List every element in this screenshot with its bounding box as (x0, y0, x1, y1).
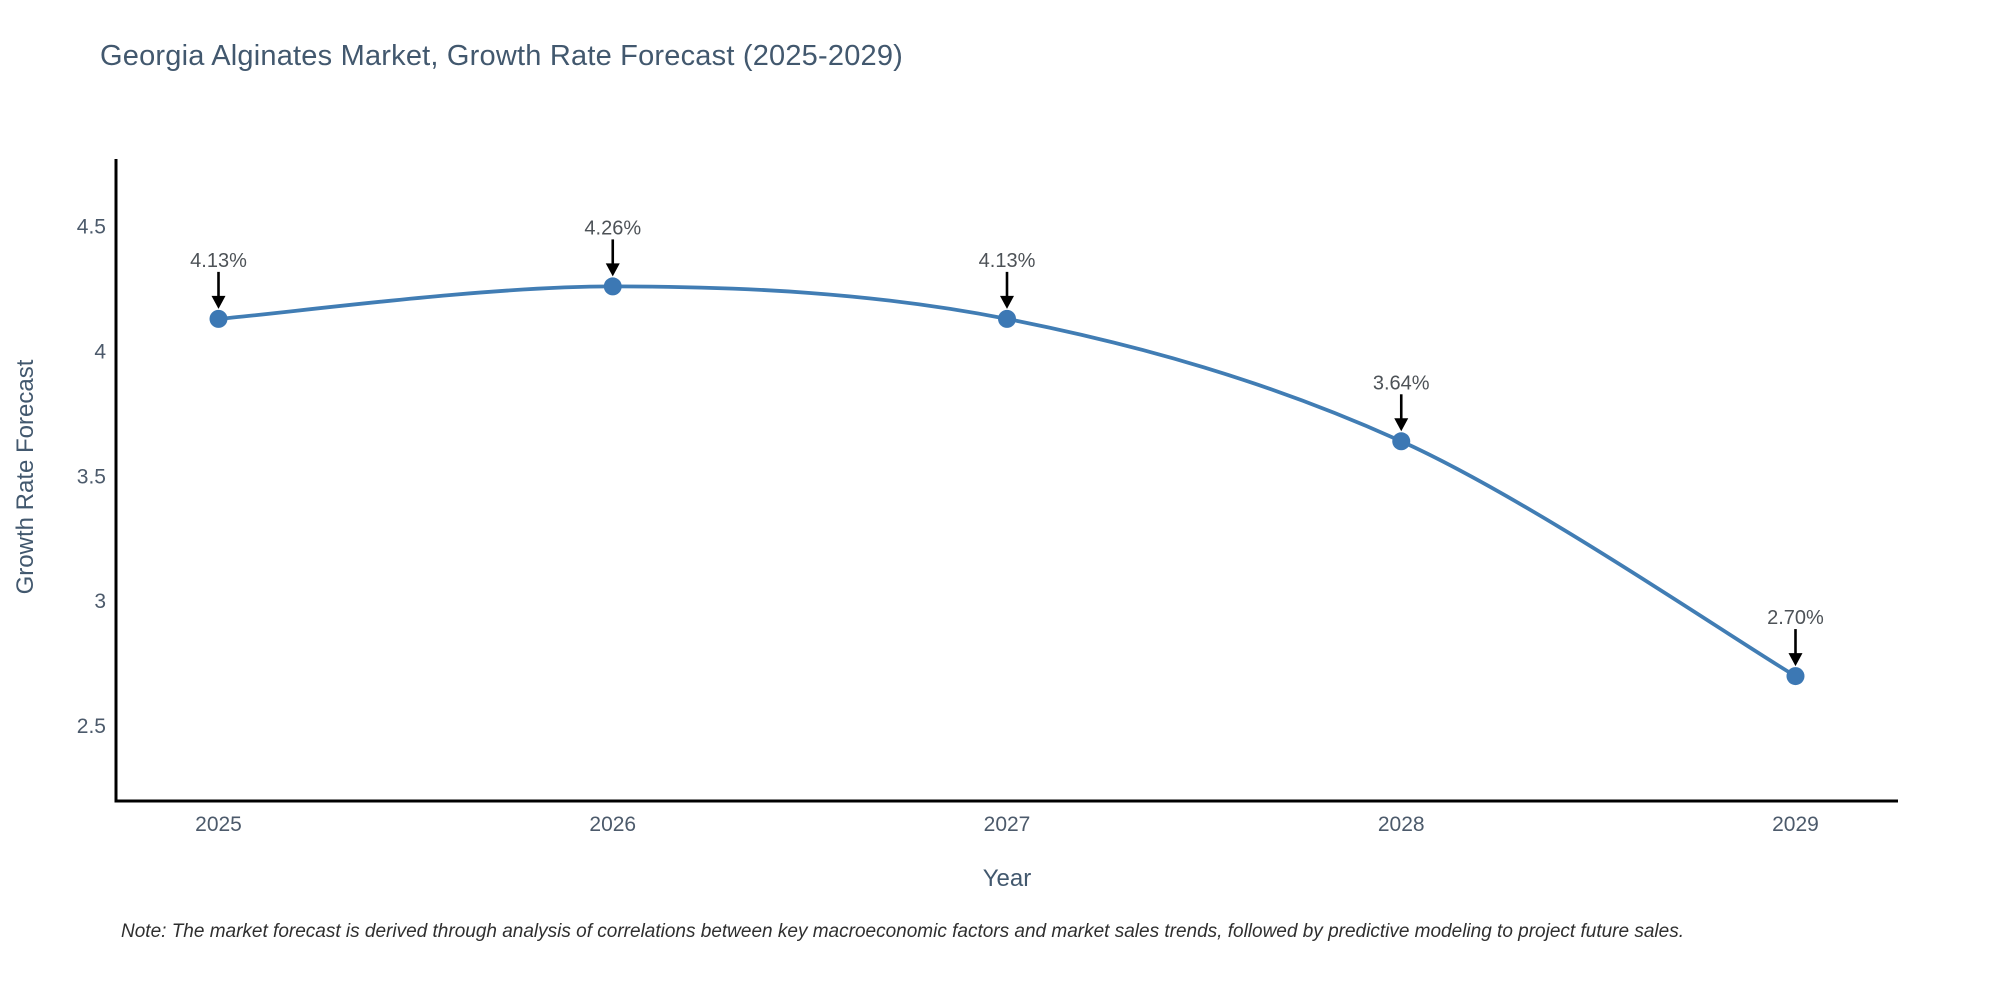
annotation-arrowhead (1394, 418, 1409, 432)
series-line (218, 284, 1797, 678)
point-annotation: 4.26% (584, 217, 641, 239)
x-tick-label: 2028 (1378, 813, 1425, 836)
y-tick-label: 3.5 (77, 465, 106, 488)
data-point-marker (998, 309, 1016, 328)
chart-note: Note: The market forecast is derived thr… (121, 921, 1684, 942)
axes-layer (114, 159, 1898, 803)
series-layer (209, 277, 1805, 686)
point-annotation: 2.70% (1767, 607, 1824, 629)
data-point-marker (209, 309, 228, 328)
data-point-marker (1786, 667, 1805, 686)
x-tick-label: 2025 (195, 813, 242, 836)
y-tick-label: 4.5 (77, 215, 106, 238)
chart-title: Georgia Alginates Market, Growth Rate Fo… (100, 40, 904, 72)
data-point-marker (1392, 432, 1411, 451)
point-annotation: 4.13% (979, 250, 1036, 272)
tick-layer: 4.5 4 3.5 3 2.5 2025 2026 2027 2028 2029 (77, 215, 1819, 836)
point-annotation: 4.13% (190, 250, 247, 272)
x-tick-label: 2027 (984, 813, 1031, 836)
y-tick-label: 3 (94, 590, 106, 613)
x-axis-title: Year (983, 865, 1032, 892)
annotation-layer: 4.13% 4.26% 4.13% 3.64% 2.70% (190, 217, 1824, 667)
y-tick-label: 4 (94, 340, 106, 363)
y-tick-label: 2.5 (77, 715, 106, 738)
y-axis-title: Growth Rate Forecast (12, 359, 39, 594)
data-point-marker (603, 277, 622, 296)
annotation-arrowhead (1788, 653, 1803, 667)
x-tick-label: 2026 (589, 813, 636, 836)
annotation-arrowhead (211, 295, 226, 309)
x-tick-label: 2029 (1772, 813, 1819, 836)
point-annotation: 3.64% (1373, 372, 1430, 394)
annotation-arrowhead (1000, 295, 1014, 309)
annotation-arrowhead (605, 263, 620, 277)
